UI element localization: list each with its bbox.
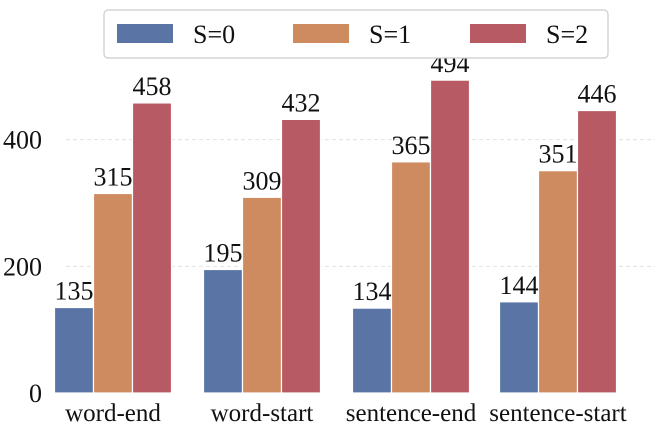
y-tick-label: 200 [3, 252, 42, 281]
y-tick-label: 0 [29, 379, 42, 408]
x-tick-label: sentence-end [346, 400, 477, 427]
bar-S2-sentence-start [576, 109, 618, 394]
bar-S0-word-start [202, 268, 244, 394]
bar-S2-word-start [280, 118, 322, 394]
legend-swatch-S1 [293, 24, 349, 43]
legend-label: S=1 [369, 20, 411, 49]
x-axis: word-end word-start sentence-end sentence-s… [65, 400, 627, 427]
legend-label: S=2 [546, 20, 588, 49]
bar-S1-word-start [241, 196, 283, 394]
data-label: 134 [353, 277, 392, 306]
bar-S1-word-end [92, 192, 134, 394]
bar-S0-sentence-end [351, 307, 393, 394]
x-tick-label: word-start [211, 400, 314, 427]
data-label: 144 [500, 271, 539, 300]
y-tick-label: 400 [3, 126, 42, 155]
bar-S2-sentence-end [429, 79, 471, 394]
bar-S0-word-end [53, 306, 95, 394]
legend-label: S=0 [193, 20, 235, 49]
data-label: 315 [94, 163, 133, 192]
bar-S1-sentence-end [390, 161, 432, 394]
y-axis: 0 200 400 [3, 126, 42, 408]
bars-layer [53, 79, 618, 394]
legend-swatch-S0 [117, 24, 173, 43]
x-tick-label: sentence-start [489, 400, 626, 427]
legend-swatch-S2 [470, 24, 526, 43]
data-label: 195 [204, 239, 243, 268]
data-label: 446 [578, 80, 617, 109]
bar-S2-word-end [131, 102, 173, 394]
data-label: 351 [539, 140, 578, 169]
data-label: 458 [133, 72, 172, 101]
legend: S=0 S=1 S=2 [103, 9, 609, 59]
legend-box [103, 9, 609, 59]
data-label: 135 [55, 277, 94, 306]
data-label: 309 [243, 166, 282, 195]
data-label: 432 [282, 88, 321, 117]
data-label: 365 [392, 131, 431, 160]
bar-S0-sentence-start [498, 301, 540, 394]
bar-S1-sentence-start [537, 170, 579, 394]
x-tick-label: word-end [65, 400, 161, 427]
